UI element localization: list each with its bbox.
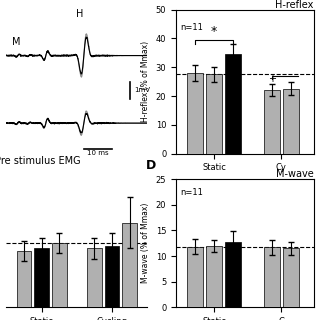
Bar [187,73,203,154]
Text: H-reflex: H-reflex [275,0,314,10]
Bar [225,54,241,154]
Bar [187,247,203,307]
Bar [283,248,299,307]
Y-axis label: H-reflex (% of Mmax): H-reflex (% of Mmax) [141,41,150,122]
Text: 10 ms: 10 ms [87,150,109,156]
Text: D: D [146,159,156,172]
Bar [122,223,137,320]
Bar [34,248,49,320]
Bar [105,246,119,320]
Bar [283,89,299,154]
Text: Pre stimulus EMG: Pre stimulus EMG [0,156,81,166]
Bar [52,243,67,320]
Bar [264,247,280,307]
Text: C: C [146,0,155,1]
Text: M: M [12,37,20,47]
Bar [206,246,222,307]
Text: M-wave: M-wave [276,169,314,179]
Bar [87,248,102,320]
Text: +: + [268,74,276,84]
Bar [17,251,31,320]
Text: H: H [76,9,83,19]
Text: *: * [211,25,217,38]
Bar [264,90,280,154]
Text: n=11: n=11 [180,23,203,32]
Bar [225,242,241,307]
Text: n=11: n=11 [180,188,203,196]
Bar [206,74,222,154]
Y-axis label: M-wave (% of Mmax): M-wave (% of Mmax) [141,203,150,284]
Text: 1mV: 1mV [134,87,150,93]
